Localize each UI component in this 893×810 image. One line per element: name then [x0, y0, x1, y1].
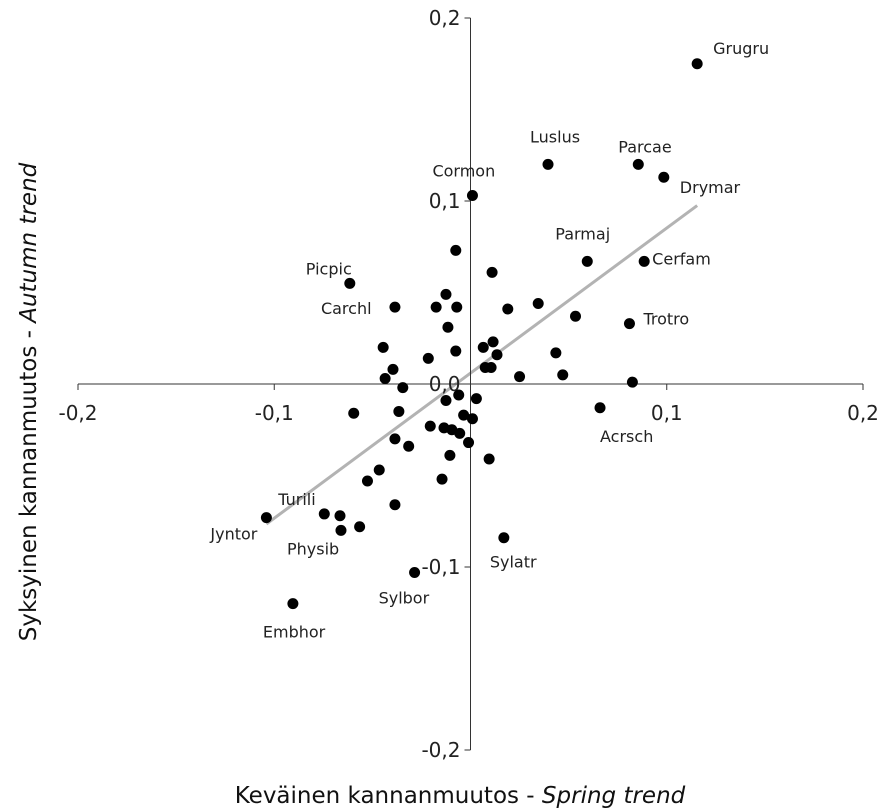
data-point-parmaj [581, 255, 593, 267]
point-label-embhor: Embhor [263, 623, 326, 642]
y-tick-label: 0,2 [429, 6, 461, 30]
data-point [486, 266, 498, 278]
point-label-acrsch: Acrsch [600, 427, 653, 446]
data-point [379, 373, 391, 385]
data-point [440, 394, 452, 406]
point-label-parmaj: Parmaj [555, 224, 610, 243]
data-point-jyntor [260, 512, 272, 524]
point-label-picpic: Picpic [306, 259, 352, 278]
point-label-jyntor: Jyntor [209, 525, 257, 544]
point-label-luslus: Luslus [530, 127, 580, 146]
data-point [361, 475, 373, 487]
data-point-trotro [623, 318, 635, 330]
data-point-acrsch [594, 402, 606, 414]
point-label-carchl: Carchl [321, 299, 372, 318]
data-point [387, 363, 399, 375]
data-point [440, 288, 452, 300]
data-point-carchl [389, 301, 401, 313]
data-point [424, 420, 436, 432]
data-point [454, 427, 466, 439]
data-point [389, 499, 401, 511]
data-point [354, 521, 366, 533]
x-tick-label: 0,1 [651, 401, 683, 425]
data-point-drymar [658, 171, 670, 183]
data-point [458, 409, 470, 421]
y-tick-label: -0,1 [421, 555, 460, 579]
point-label-cormon: Cormon [432, 162, 495, 181]
data-point-embhor [287, 598, 299, 610]
data-point [451, 301, 463, 313]
y-axis-title: Syksyinen kannanmuutos - Autumn trend [16, 162, 42, 641]
data-point-physib [335, 524, 347, 536]
data-point-grugru [691, 58, 703, 70]
data-point [557, 369, 569, 381]
data-point-parcae [632, 158, 644, 170]
data-point-cormon [466, 190, 478, 202]
data-point [502, 303, 514, 315]
y-tick-label: 0,1 [429, 189, 461, 213]
data-point [470, 393, 482, 405]
x-tick-label: 0,2 [847, 401, 879, 425]
data-point-picpic [344, 277, 356, 289]
data-point-luslus [542, 158, 554, 170]
data-point [393, 405, 405, 417]
data-point [377, 341, 389, 353]
data-point [463, 437, 475, 449]
data-point [466, 413, 478, 425]
point-label-cerfam: Cerfam [652, 249, 711, 268]
data-point [569, 310, 581, 322]
data-point [532, 297, 544, 309]
data-point [436, 473, 448, 485]
point-label-sylatr: Sylatr [490, 553, 537, 572]
data-point-turili [318, 508, 330, 520]
data-point [485, 362, 497, 374]
data-point [514, 371, 526, 383]
data-point [442, 321, 454, 333]
data-point [487, 336, 499, 348]
point-label-grugru: Grugru [713, 39, 769, 58]
data-point-sylbor [409, 566, 421, 578]
data-point [403, 440, 415, 452]
data-point [334, 510, 346, 522]
data-point [444, 449, 456, 461]
data-point [477, 341, 489, 353]
x-tick-label: -0,2 [58, 401, 97, 425]
data-point-sylatr [498, 532, 510, 544]
data-point [491, 349, 503, 361]
data-point [348, 407, 360, 419]
x-axis-title: Keväinen kannanmuutos - Spring trend [235, 783, 686, 809]
point-label-sylbor: Sylbor [379, 588, 430, 607]
data-point [373, 464, 385, 476]
data-point [397, 382, 409, 394]
point-label-drymar: Drymar [680, 178, 741, 197]
data-point [550, 347, 562, 359]
data-point [450, 244, 462, 256]
data-point [422, 352, 434, 364]
data-point [450, 345, 462, 357]
point-label-turili: Turili [277, 490, 315, 509]
x-tick-label: -0,1 [255, 401, 294, 425]
data-point [626, 376, 638, 388]
point-label-trotro: Trotro [642, 310, 689, 329]
data-point [453, 389, 465, 401]
data-point-cerfam [638, 255, 650, 267]
data-point [389, 433, 401, 445]
y-tick-label: -0,2 [421, 738, 460, 762]
point-label-parcae: Parcae [618, 137, 671, 156]
point-label-physib: Physib [287, 539, 339, 558]
data-point [430, 301, 442, 313]
data-point [483, 453, 495, 465]
